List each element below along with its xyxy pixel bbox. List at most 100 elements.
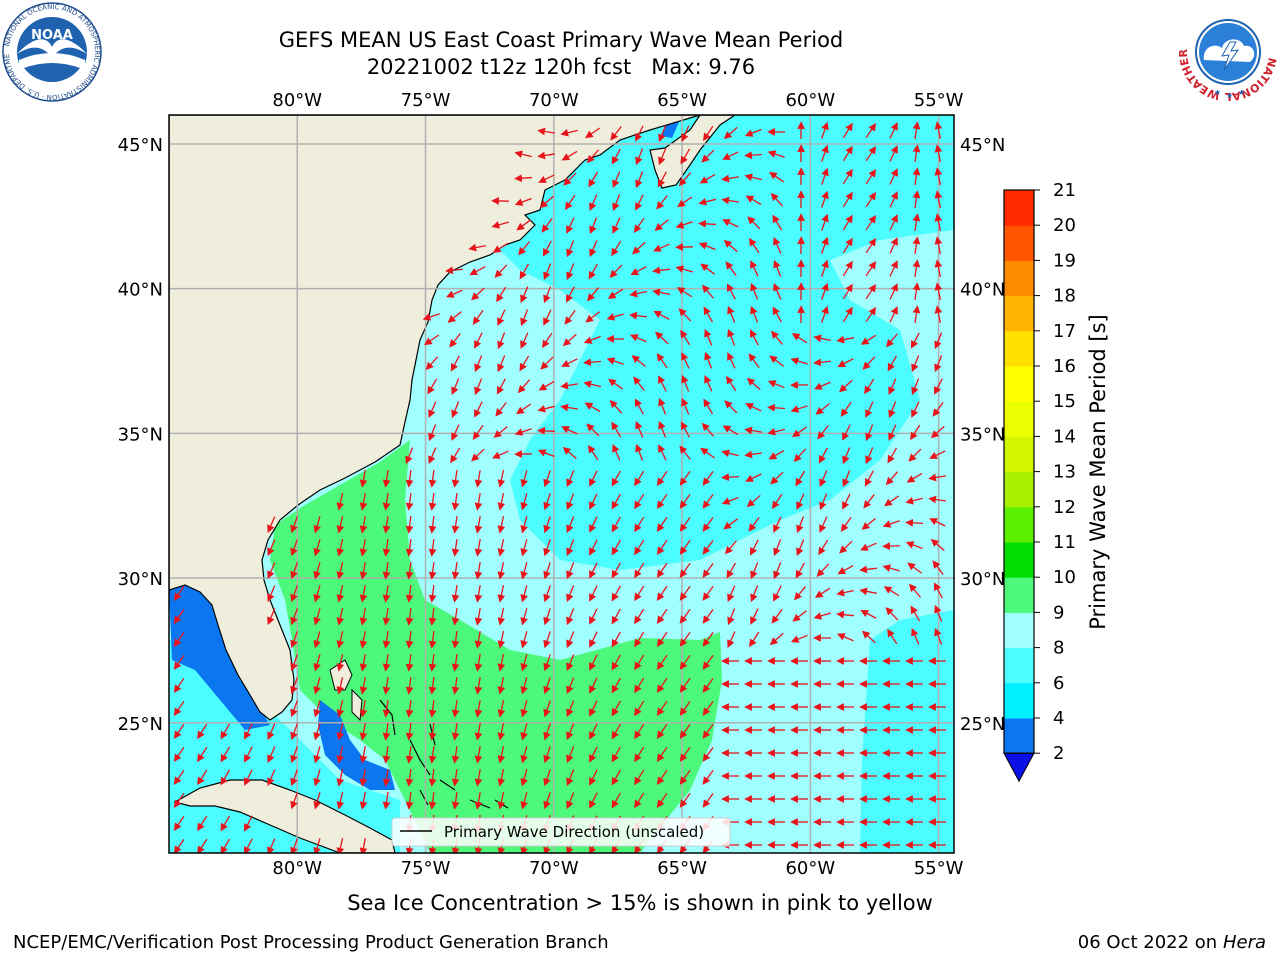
wave-direction-arrow [566, 286, 575, 303]
wave-direction-arrow [656, 608, 668, 625]
wave-direction-arrow [656, 585, 668, 602]
wave-direction-arrow [560, 403, 579, 412]
wave-direction-arrow [681, 397, 690, 415]
wave-direction-arrow [865, 145, 877, 162]
wave-direction-arrow [865, 260, 877, 277]
wave-direction-arrow [474, 355, 483, 373]
wave-direction-arrow [611, 470, 621, 487]
wave-direction-arrow [727, 352, 736, 369]
wave-direction-arrow [836, 588, 854, 597]
wave-direction-arrow [860, 609, 877, 619]
wave-direction-arrow [748, 516, 760, 532]
wave-direction-arrow [589, 677, 598, 694]
wave-direction-arrow [836, 633, 854, 642]
wave-direction-arrow [290, 654, 298, 672]
wave-direction-arrow [359, 492, 368, 511]
wave-direction-arrow [865, 122, 877, 139]
wave-direction-arrow [313, 562, 321, 580]
wave-direction-arrow [474, 515, 483, 534]
wave-direction-arrow [537, 404, 555, 413]
wave-direction-arrow [336, 746, 345, 764]
wave-direction-arrow [791, 333, 808, 344]
wave-direction-arrow [586, 423, 600, 437]
wave-direction-arrow [566, 493, 575, 511]
wave-direction-arrow [681, 374, 690, 392]
wave-direction-arrow [888, 424, 897, 441]
wave-direction-arrow [930, 538, 945, 552]
wave-direction-arrow [821, 236, 829, 254]
lon-tick-label-top: 55°W [914, 90, 964, 111]
wave-direction-arrow [702, 723, 714, 739]
wave-direction-arrow [629, 311, 648, 320]
wave-direction-arrow [607, 288, 624, 299]
wave-direction-arrow [520, 608, 528, 626]
wave-direction-arrow [635, 171, 644, 189]
wave-direction-arrow [889, 237, 898, 254]
wave-direction-arrow [910, 424, 921, 441]
wave-direction-arrow [359, 561, 368, 580]
wave-direction-arrow [773, 237, 782, 254]
wave-direction-arrow [267, 585, 276, 603]
wave-direction-arrow [428, 699, 437, 718]
wave-direction-arrow [768, 449, 785, 460]
wave-direction-arrow [428, 791, 437, 810]
wave-direction-arrow [359, 653, 368, 672]
wave-direction-arrow [514, 197, 532, 206]
wave-direction-arrow [359, 515, 368, 534]
wave-direction-arrow [428, 745, 437, 764]
wave-direction-arrow [883, 586, 900, 597]
wave-direction-arrow [173, 723, 185, 739]
wave-direction-arrow [543, 585, 551, 603]
wave-direction-arrow [889, 168, 898, 185]
wave-direction-arrow [865, 237, 877, 254]
wave-direction-arrow [750, 329, 759, 346]
wave-direction-arrow [313, 585, 321, 603]
wave-direction-arrow [313, 746, 321, 764]
wave-direction-arrow [428, 768, 437, 787]
wave-direction-arrow [519, 355, 530, 372]
wave-direction-arrow [359, 538, 368, 557]
wave-direction-arrow [888, 401, 897, 419]
wave-direction-arrow [290, 746, 298, 764]
wave-direction-arrow [634, 700, 645, 717]
wave-direction-arrow [451, 469, 460, 488]
wave-direction-arrow [611, 769, 621, 786]
wave-direction-arrow [474, 676, 483, 695]
wave-direction-arrow [474, 584, 483, 603]
wave-direction-arrow [934, 121, 943, 139]
wave-direction-arrow [813, 358, 832, 367]
wave-direction-arrow [566, 562, 575, 580]
wave-direction-arrow [560, 381, 579, 390]
wave-direction-arrow [634, 608, 645, 625]
wave-direction-arrow [796, 516, 805, 534]
colorbar-swatch [1004, 682, 1034, 719]
wave-direction-arrow [912, 282, 921, 301]
wave-direction-arrow [359, 791, 368, 810]
wave-direction-arrow [472, 424, 484, 440]
wave-direction-arrow [885, 471, 899, 486]
wave-direction-arrow [336, 723, 345, 741]
wave-direction-arrow [865, 306, 877, 323]
wave-direction-arrow [313, 631, 321, 649]
wave-direction-arrow [864, 378, 875, 395]
wave-direction-arrow [860, 334, 877, 345]
wave-direction-arrow [451, 722, 460, 741]
wave-direction-arrow [543, 263, 552, 281]
colorbar-swatch [1004, 471, 1034, 508]
wave-direction-arrow [934, 213, 943, 231]
period-region-2-4-florida-gulf [169, 580, 270, 730]
wave-direction-arrow [566, 700, 575, 718]
wave-direction-arrow [819, 493, 828, 511]
wave-direction-arrow [889, 260, 898, 277]
wave-direction-arrow [608, 378, 624, 390]
wave-direction-arrow [772, 214, 783, 231]
wave-direction-arrow [817, 425, 829, 440]
wave-direction-arrow [359, 630, 368, 649]
wave-direction-arrow [703, 398, 714, 415]
legend-label: Primary Wave Direction (unscaled) [444, 823, 704, 841]
wave-direction-arrow [606, 313, 624, 321]
wave-direction-arrow [405, 630, 414, 649]
wave-direction-arrow [543, 608, 551, 626]
wave-direction-arrow [267, 838, 276, 853]
wave-direction-arrow [702, 700, 714, 716]
